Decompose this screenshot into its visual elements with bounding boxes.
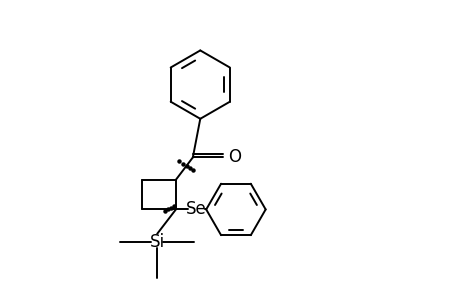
Text: O: O [227,148,241,166]
Text: Si: Si [149,233,164,251]
Text: Se: Se [185,200,206,218]
